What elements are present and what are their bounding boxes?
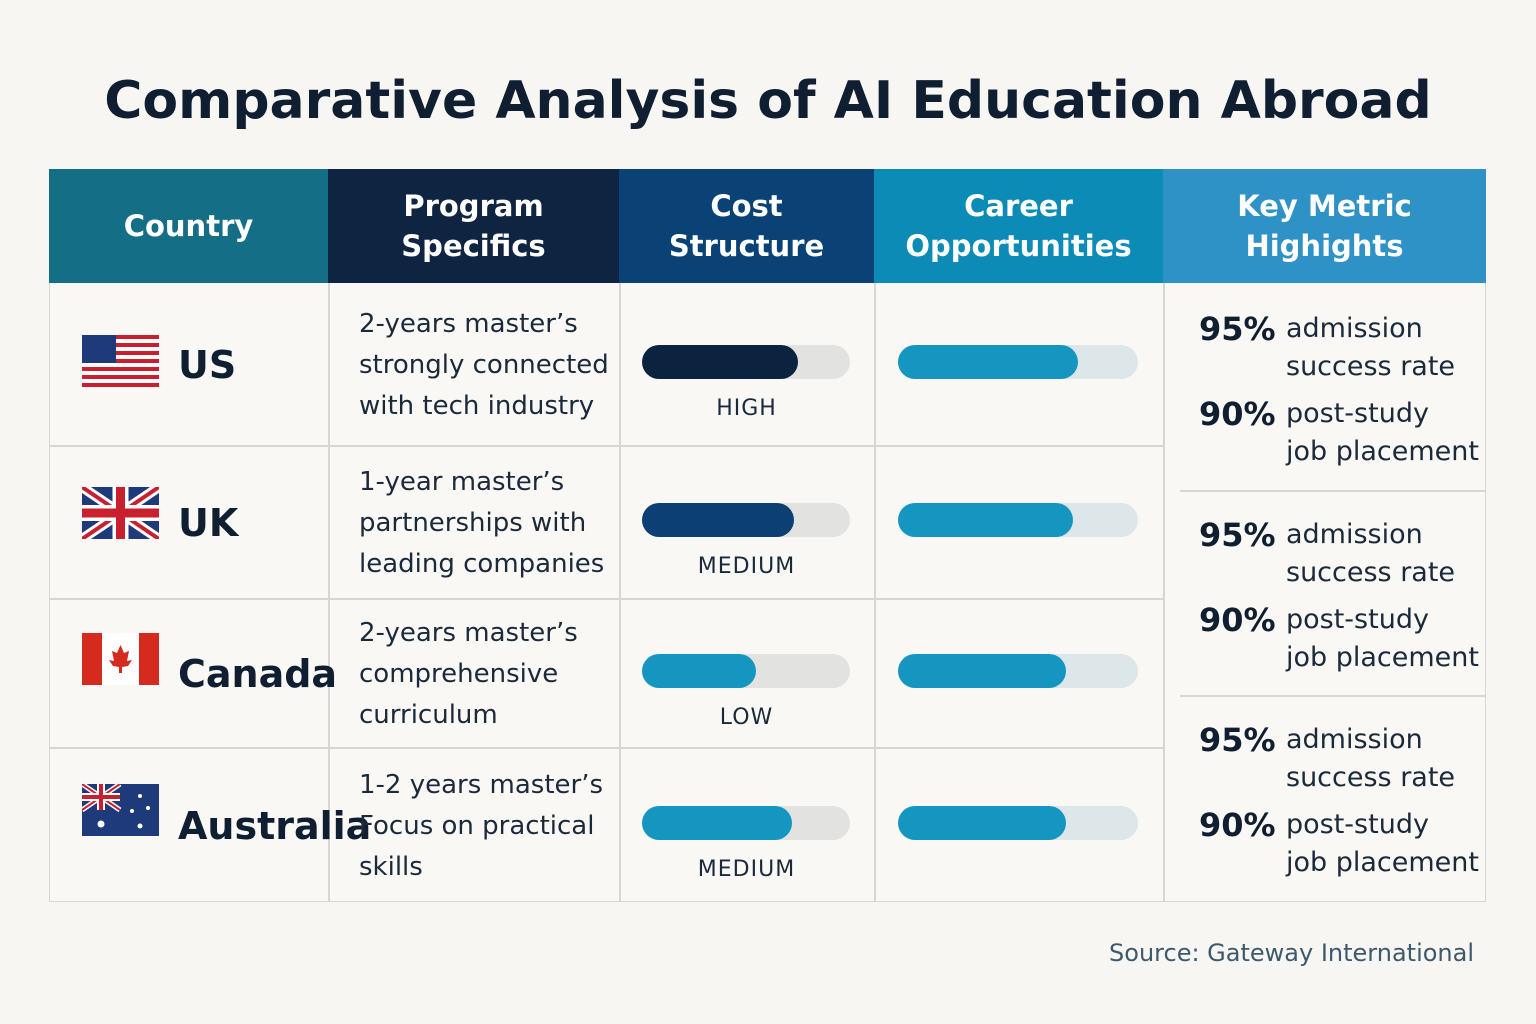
metric-value: 95% xyxy=(1199,310,1276,348)
career-bar xyxy=(898,805,1066,840)
source: Source: Gateway International xyxy=(1109,939,1474,967)
cost-bar xyxy=(642,345,798,379)
header-text: Structure xyxy=(668,229,825,263)
metric-value: 90% xyxy=(1199,601,1276,639)
row-divider xyxy=(49,747,1163,749)
metric-label: success rate xyxy=(1286,762,1456,793)
career-track xyxy=(898,805,1138,840)
program-text: skills xyxy=(359,851,423,882)
header-text: Key Metric xyxy=(1237,189,1412,223)
metric-label: admission xyxy=(1286,519,1423,550)
header-text: Specifics xyxy=(401,229,546,263)
column-divider xyxy=(1163,283,1165,902)
metric-label: job placement xyxy=(1286,642,1479,673)
program-text: comprehensive xyxy=(359,658,559,689)
table-body xyxy=(49,283,1486,902)
program-text: with tech industry xyxy=(359,391,595,421)
career-bar xyxy=(898,502,1074,537)
cost-track xyxy=(642,805,850,840)
metric-divider xyxy=(1180,490,1486,492)
metric-label: post-study xyxy=(1286,809,1429,840)
career-track xyxy=(898,653,1138,688)
flag-us xyxy=(82,335,159,387)
country-name: Canada xyxy=(178,651,338,696)
cost-bar xyxy=(642,653,757,688)
column-divider xyxy=(328,283,330,902)
cost-level: MEDIUM xyxy=(697,553,796,579)
country-name: Australia xyxy=(178,803,372,848)
program-text: strongly connected xyxy=(359,350,609,380)
program-text: 2-years master’s xyxy=(359,309,578,339)
cost-level: LOW xyxy=(719,704,774,730)
program-text: Focus on practical xyxy=(359,810,595,841)
cost-track xyxy=(642,345,850,379)
program-text: curriculum xyxy=(359,699,498,730)
header-text: Country xyxy=(123,209,254,243)
metric-label: post-study xyxy=(1286,604,1429,635)
column-divider xyxy=(874,283,876,902)
header-text: Cost xyxy=(710,189,783,223)
metric-label: success rate xyxy=(1286,351,1456,382)
career-track xyxy=(898,502,1138,537)
row-divider xyxy=(49,598,1163,600)
program-text: 1-year master’s xyxy=(359,466,565,497)
cost-track xyxy=(642,502,850,537)
metric-value: 95% xyxy=(1199,721,1276,759)
country-name: UK xyxy=(178,500,239,545)
flag-canada xyxy=(82,633,159,685)
header-text: Program xyxy=(403,189,544,223)
flag-uk xyxy=(82,487,159,539)
flag-australia xyxy=(82,784,159,836)
country-name: US xyxy=(178,343,237,387)
metric-label: admission xyxy=(1286,313,1423,344)
cost-level: HIGH xyxy=(716,396,777,421)
metric-label: job placement xyxy=(1286,436,1479,467)
metric-value: 90% xyxy=(1199,395,1276,433)
program-text: 1-2 years master’s xyxy=(359,769,604,800)
header-cell xyxy=(328,169,619,283)
cost-bar xyxy=(642,805,792,840)
cost-level: MEDIUM xyxy=(697,856,796,882)
metric-value: 95% xyxy=(1199,516,1276,554)
metric-label: job placement xyxy=(1286,847,1479,878)
header-text: Highights xyxy=(1245,229,1404,263)
career-bar xyxy=(898,345,1078,379)
header-cell xyxy=(619,169,874,283)
header-text: Career xyxy=(964,189,1073,223)
metric-label: admission xyxy=(1286,724,1423,755)
metric-label: post-study xyxy=(1286,398,1429,429)
column-divider xyxy=(619,283,621,902)
career-track xyxy=(898,345,1138,379)
cost-bar xyxy=(642,502,794,537)
row-divider xyxy=(49,445,1163,447)
program-text: leading companies xyxy=(359,548,605,579)
cost-track xyxy=(642,653,850,688)
header-cell xyxy=(1163,169,1486,283)
metric-divider xyxy=(1180,695,1486,697)
program-text: 2-years master’s xyxy=(359,617,578,648)
header-cell xyxy=(49,169,328,283)
header-cell xyxy=(874,169,1163,283)
header-text: Opportunities xyxy=(905,229,1132,263)
career-bar xyxy=(898,653,1066,688)
metric-value: 90% xyxy=(1199,806,1276,844)
program-text: partnerships with xyxy=(359,507,587,538)
title: Comparative Analysis of AI Education Abr… xyxy=(104,71,1432,131)
metric-label: success rate xyxy=(1286,557,1456,588)
